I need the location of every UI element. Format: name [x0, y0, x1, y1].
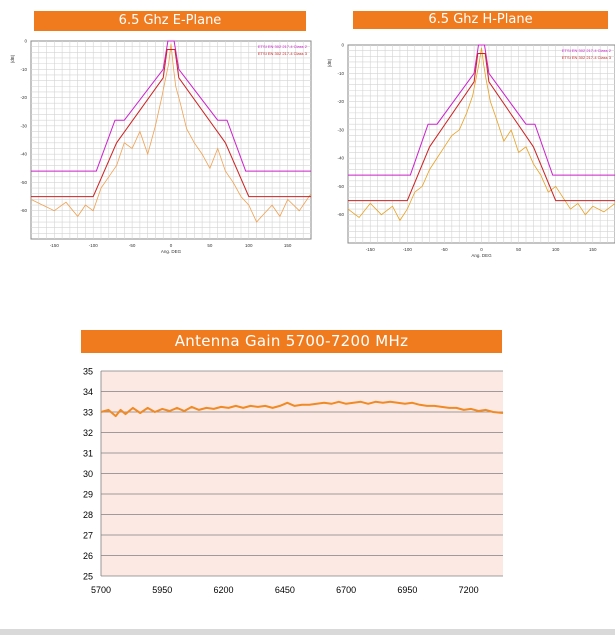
h-plane-measured-pattern-line: [347, 47, 615, 222]
e-plane-y-axis-label: (dB): [10, 54, 15, 63]
e-plane-y-tick-label: -30: [20, 123, 27, 128]
e-plane-chart: -150 -100 -50 0 50 100 150 0 -10 -20 -30 -40 -50 -60 A…: [10, 39, 312, 254]
e-plane-x-tick-label: 0: [170, 243, 173, 248]
e-plane-legend-class2: ETSI EN 302 217-4 Class 2: [258, 44, 308, 49]
e-plane-y-tick-label: -10: [20, 67, 27, 72]
h-plane-x-tick-label: 0: [480, 247, 483, 252]
h-plane-x-tick-label: 100: [552, 247, 560, 252]
antenna-gain-chart: 35 34 33 32 31 30 29 28 27 26 25 5700 5950 6200 6450 67…: [83, 367, 504, 595]
e-plane-x-tick-label: 100: [245, 243, 253, 248]
h-plane-x-tick-label: 150: [589, 247, 597, 252]
footer-bar: [0, 629, 615, 635]
gain-x-tick-label: 6950: [397, 585, 417, 595]
e-plane-y-tick-label: 0: [24, 39, 27, 44]
h-plane-title: 6.5 Ghz H-Plane: [353, 11, 608, 29]
gain-y-tick-label: 34: [83, 387, 93, 397]
h-plane-y-tick-label: -30: [337, 127, 344, 132]
h-plane-x-tick-label: -150: [366, 247, 376, 252]
h-plane-y-tick-label: 0: [341, 43, 344, 48]
h-plane-y-tick-label: -60: [337, 212, 344, 217]
e-plane-y-tick-label: -50: [20, 180, 27, 185]
gain-x-tick-label: 6450: [275, 585, 295, 595]
gain-y-tick-label: 29: [83, 490, 93, 500]
h-plane-x-tick-label: -50: [441, 247, 448, 252]
e-plane-legend-class3: ETSI EN 302 217-4 Class 3: [258, 51, 308, 56]
antenna-gain-title: Antenna Gain 5700-7200 MHz: [81, 330, 502, 353]
e-plane-class2-mask-line: [31, 40, 311, 172]
e-plane-measured-pattern-line: [30, 43, 312, 223]
h-plane-legend-class2: ETSI EN 302 217-4 Class 2: [562, 48, 612, 53]
gain-line: [100, 400, 504, 418]
h-plane-class3-mask-line: [348, 53, 615, 202]
e-plane-x-tick-label: -50: [129, 243, 136, 248]
e-plane-class3-mask-line: [31, 49, 311, 198]
h-plane-x-tick-label: -100: [403, 247, 413, 252]
e-plane-title: 6.5 Ghz E-Plane: [34, 11, 306, 31]
gain-x-tick-label: 5700: [91, 585, 111, 595]
gain-y-tick-label: 27: [83, 531, 93, 541]
h-plane-x-axis-label: Ang. DEG: [471, 253, 492, 258]
gain-x-tick-label: 6700: [336, 585, 356, 595]
e-plane-x-tick-label: 150: [284, 243, 292, 248]
gain-y-tick-label: 25: [83, 572, 93, 582]
gain-y-tick-label: 26: [83, 551, 93, 561]
e-plane-y-tick-label: -60: [20, 208, 27, 213]
h-plane-y-tick-label: -40: [337, 156, 344, 161]
h-plane-x-tick-label: 50: [516, 247, 522, 252]
e-plane-x-tick-label: -150: [50, 243, 60, 248]
h-plane-y-tick-label: -10: [337, 71, 344, 76]
e-plane-y-tick-label: -20: [20, 95, 27, 100]
gain-y-tick-label: 35: [83, 367, 93, 377]
h-plane-y-tick-label: -50: [337, 184, 344, 189]
gain-y-tick-label: 28: [83, 510, 93, 520]
e-plane-x-axis-label: Ang. DEG: [161, 249, 182, 254]
gain-x-tick-label: 6200: [214, 585, 234, 595]
h-plane-class2-mask-line: [348, 44, 615, 176]
e-plane-x-tick-label: 50: [207, 243, 213, 248]
gain-y-tick-label: 30: [83, 469, 93, 479]
gain-y-tick-label: 32: [83, 428, 93, 438]
gain-y-tick-label: 33: [83, 408, 93, 418]
e-plane-x-tick-label: -100: [89, 243, 99, 248]
gain-x-tick-label: 7200: [459, 585, 479, 595]
h-plane-legend-class3: ETSI EN 302 217-4 Class 3: [562, 55, 612, 60]
h-plane-chart: -150 -100 -50 0 50 100 150 0 -10 -20 -30 -40 -50 -60 A…: [327, 43, 615, 258]
h-plane-y-axis-label: (dB): [327, 58, 332, 67]
gain-y-tick-label: 31: [83, 449, 93, 459]
h-plane-y-tick-label: -20: [337, 99, 344, 104]
e-plane-y-tick-label: -40: [20, 152, 27, 157]
gain-x-tick-label: 5950: [152, 585, 172, 595]
